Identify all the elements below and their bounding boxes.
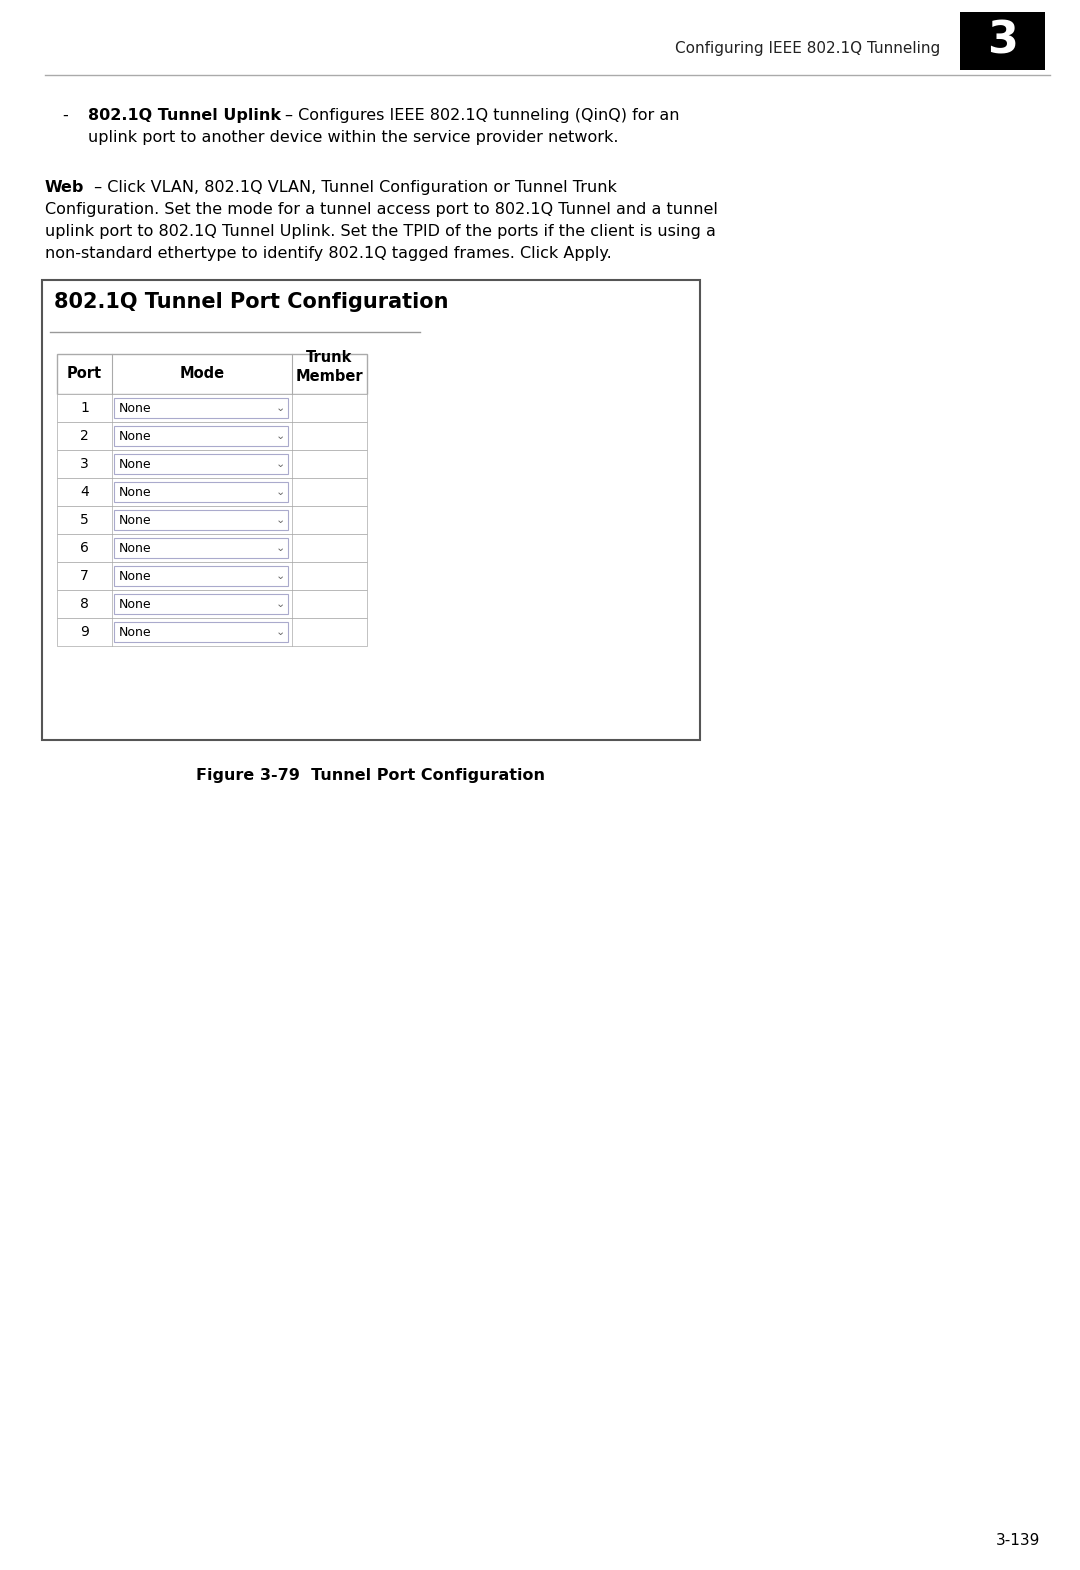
Text: None: None [119,513,151,526]
Text: ⌄: ⌄ [275,571,285,581]
Text: 802.1Q Tunnel Port Configuration: 802.1Q Tunnel Port Configuration [54,292,448,312]
Bar [57,477,367,506]
Text: – Configures IEEE 802.1Q tunneling (QinQ) for an: – Configures IEEE 802.1Q tunneling (QinQ… [285,108,679,122]
Text: ⌄: ⌄ [275,515,285,524]
Text: ⌄: ⌄ [275,600,285,609]
Text: None: None [119,542,151,554]
Text: uplink port to 802.1Q Tunnel Uplink. Set the TPID of the ports if the client is : uplink port to 802.1Q Tunnel Uplink. Set… [45,225,716,239]
Text: ⌄: ⌄ [275,403,285,413]
Text: ⌄: ⌄ [275,626,285,637]
Text: ⌄: ⌄ [275,458,285,469]
Bar [57,534,367,562]
Text: 9: 9 [80,625,89,639]
Text: 1: 1 [80,400,89,414]
Bar [57,562,367,590]
Text: uplink port to another device within the service provider network.: uplink port to another device within the… [87,130,619,144]
Text: None: None [119,485,151,499]
Bar [57,619,367,645]
Text: None: None [119,457,151,471]
Bar [57,353,367,394]
Text: ⌄: ⌄ [275,487,285,498]
Bar [114,425,288,446]
Bar [57,590,367,619]
Bar [114,482,288,502]
Text: Figure 3-79  Tunnel Port Configuration: Figure 3-79 Tunnel Port Configuration [197,768,545,783]
Text: non-standard ethertype to identify 802.1Q tagged frames. Click Apply.: non-standard ethertype to identify 802.1… [45,246,611,261]
Text: 802.1Q Tunnel Uplink: 802.1Q Tunnel Uplink [87,108,281,122]
Text: 4: 4 [80,485,89,499]
Text: 3-139: 3-139 [996,1532,1040,1548]
Text: 8: 8 [80,597,89,611]
Text: None: None [119,430,151,443]
Text: ⌄: ⌄ [275,432,285,441]
Text: None: None [119,598,151,611]
Text: Mode: Mode [179,366,225,382]
Bar [960,13,1045,71]
Text: Configuration. Set the mode for a tunnel access port to 802.1Q Tunnel and a tunn: Configuration. Set the mode for a tunnel… [45,203,718,217]
Text: 3: 3 [986,19,1017,63]
Text: 5: 5 [80,513,89,528]
Text: 2: 2 [80,429,89,443]
Bar [114,567,288,586]
Text: 7: 7 [80,568,89,582]
Text: -: - [62,108,68,122]
Bar [57,451,367,477]
Text: Port: Port [67,366,103,382]
Bar [114,539,288,557]
Bar [114,399,288,418]
Text: None: None [119,402,151,414]
Text: Web: Web [45,181,84,195]
Text: Configuring IEEE 802.1Q Tunneling: Configuring IEEE 802.1Q Tunneling [675,41,940,55]
Text: None: None [119,570,151,582]
Bar [114,510,288,531]
Text: 6: 6 [80,542,89,556]
Bar [42,279,700,739]
Bar [114,622,288,642]
Text: 3: 3 [80,457,89,471]
Text: None: None [119,625,151,639]
Bar [57,506,367,534]
Text: Trunk
Member: Trunk Member [296,350,363,383]
Bar [114,593,288,614]
Bar [114,454,288,474]
Text: – Click VLAN, 802.1Q VLAN, Tunnel Configuration or Tunnel Trunk: – Click VLAN, 802.1Q VLAN, Tunnel Config… [89,181,617,195]
Text: ⌄: ⌄ [275,543,285,553]
Bar [57,394,367,422]
Bar [57,422,367,451]
